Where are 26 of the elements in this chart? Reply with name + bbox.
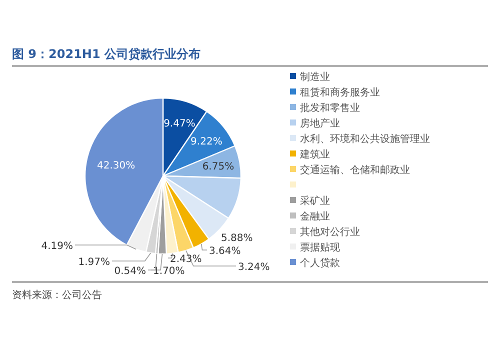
legend-label: 租赁和商务服务业 [300,86,380,98]
legend-label: 房地产业 [300,118,340,130]
legend-label: 水利、环境和公共设施管理业 [300,133,430,145]
data-label: 2.43% [170,254,202,265]
legend-label: 个人贷款 [300,257,340,269]
data-label: 3.64% [209,246,241,257]
data-label: 9.22% [190,136,222,148]
data-label: 6.75% [202,162,234,173]
data-label: 5.88% [221,233,253,244]
data-label: 42.30% [96,160,136,172]
legend-label: 票据贴现 [300,242,340,254]
legend-label: 建筑业 [299,148,330,160]
data-label: 3.24% [238,262,270,273]
data-label: 4.19% [41,241,73,252]
data-label: 0.54% [114,266,146,277]
data-label: 1.97% [78,257,110,268]
text: 资料来源：公司公告 [12,289,102,301]
legend-label: 批发和零售业 [300,102,360,114]
legend-label: 采矿业 [300,195,330,207]
legend-label: 金融业 [300,210,330,222]
legend-label: 制造业 [300,71,330,83]
legend-label: 交通运输、仓储和邮政业 [300,164,410,176]
data-label: 9.47% [164,118,196,130]
data-label: 1.70% [153,266,185,277]
chart-title: 图 9：2021H1 公司贷款行业分布 [12,47,200,61]
legend-label: 其他对公行业 [300,226,360,238]
